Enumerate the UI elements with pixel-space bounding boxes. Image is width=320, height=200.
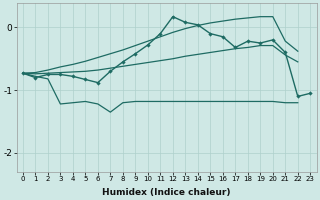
X-axis label: Humidex (Indice chaleur): Humidex (Indice chaleur): [102, 188, 231, 197]
